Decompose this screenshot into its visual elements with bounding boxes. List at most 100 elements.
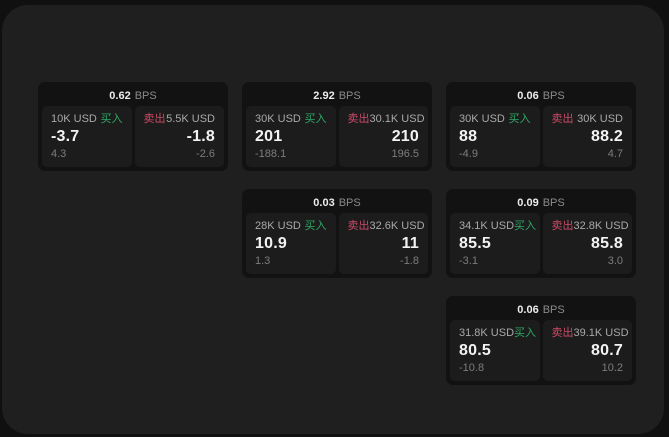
sell-amount: 5.5K USD [166,113,215,125]
buy-top-row: 28K USD 买入 [255,220,327,233]
sell-panel[interactable]: 卖出 39.1K USD 80.7 10.2 [542,320,632,381]
buy-sell-panels: 30K USD 买入 88 -4.9 卖出 30K USD 88.2 4.7 [450,106,632,167]
spread-unit: BPS [134,90,157,102]
buy-amount: 30K USD [459,113,505,125]
sell-panel[interactable]: 卖出 30.1K USD 210 196.5 [338,106,428,167]
buy-amount: 31.8K USD [459,327,515,339]
spread-unit: BPS [338,197,361,209]
sell-price: 85.8 [591,235,623,252]
sell-delta: 196.5 [391,148,419,160]
spread-unit: BPS [338,90,361,102]
sell-side-label: 卖出 [551,327,574,339]
spread-value: 0.06 [517,90,539,102]
buy-price: 80.5 [459,342,491,359]
sell-price: 11 [401,235,419,252]
quote-card: 2.92 BPS 30K USD 买入 201 -188.1 卖出 30.1K … [242,82,432,171]
spread-value: 2.92 [313,90,335,102]
spread-unit: BPS [542,90,565,102]
buy-price: 85.5 [459,235,491,252]
sell-price: 210 [391,128,419,145]
buy-top-row: 10K USD 买入 [51,113,123,126]
buy-top-row: 30K USD 买入 [459,113,531,126]
sell-delta: 4.7 [607,148,623,160]
buy-side-label: 买入 [304,220,327,232]
buy-price: 88 [459,128,478,145]
card-header: 2.92 BPS [246,86,428,106]
sell-amount: 39.1K USD [573,327,629,339]
sell-top-row: 卖出 39.1K USD [551,327,629,340]
buy-panel[interactable]: 30K USD 买入 88 -4.9 [450,106,540,167]
sell-delta: 10.2 [601,362,623,374]
buy-delta: -188.1 [255,148,287,160]
buy-amount: 34.1K USD [459,220,515,232]
buy-delta: 4.3 [51,148,67,160]
buy-side-label: 买入 [514,327,537,339]
buy-price: 201 [255,128,283,145]
buy-amount: 28K USD [255,220,301,232]
sell-price: -1.8 [186,128,215,145]
buy-delta: -4.9 [459,148,478,160]
buy-top-row: 34.1K USD 买入 [459,220,536,233]
sell-amount: 32.8K USD [573,220,629,232]
sell-delta: -2.6 [196,148,215,160]
sell-side-label: 卖出 [551,113,574,125]
sell-amount: 32.6K USD [369,220,425,232]
buy-top-row: 30K USD 买入 [255,113,327,126]
card-header: 0.09 BPS [450,193,632,213]
buy-sell-panels: 10K USD 买入 -3.7 4.3 卖出 5.5K USD -1.8 -2.… [42,106,224,167]
sell-panel[interactable]: 卖出 32.8K USD 85.8 3.0 [542,213,632,274]
sell-panel[interactable]: 卖出 5.5K USD -1.8 -2.6 [134,106,224,167]
sell-delta: 3.0 [607,255,623,267]
buy-price: 10.9 [255,235,287,252]
sell-side-label: 卖出 [347,113,370,125]
spread-value: 0.03 [313,197,335,209]
quote-card: 0.09 BPS 34.1K USD 买入 85.5 -3.1 卖出 32.8K… [446,189,636,278]
buy-panel[interactable]: 31.8K USD 买入 80.5 -10.8 [450,320,540,381]
quote-card: 0.62 BPS 10K USD 买入 -3.7 4.3 卖出 5.5K USD [38,82,228,171]
buy-panel[interactable]: 10K USD 买入 -3.7 4.3 [42,106,132,167]
buy-delta: 1.3 [255,255,271,267]
buy-side-label: 买入 [100,113,123,125]
sell-top-row: 卖出 30K USD [552,113,624,126]
buy-sell-panels: 34.1K USD 买入 85.5 -3.1 卖出 32.8K USD 85.8… [450,213,632,274]
quotes-window: 0.62 BPS 10K USD 买入 -3.7 4.3 卖出 5.5K USD [2,5,664,434]
spread-value: 0.06 [517,304,539,316]
buy-delta: -3.1 [459,255,478,267]
sell-price: 80.7 [591,342,623,359]
buy-panel[interactable]: 30K USD 买入 201 -188.1 [246,106,336,167]
buy-panel[interactable]: 28K USD 买入 10.9 1.3 [246,213,336,274]
sell-side-label: 卖出 [551,220,574,232]
sell-price: 88.2 [591,128,623,145]
quote-card: 0.06 BPS 30K USD 买入 88 -4.9 卖出 30K USD [446,82,636,171]
buy-side-label: 买入 [508,113,531,125]
buy-sell-panels: 30K USD 买入 201 -188.1 卖出 30.1K USD 210 1… [246,106,428,167]
card-header: 0.62 BPS [42,86,224,106]
card-header: 0.06 BPS [450,86,632,106]
sell-panel[interactable]: 卖出 32.6K USD 11 -1.8 [338,213,428,274]
buy-panel[interactable]: 34.1K USD 买入 85.5 -3.1 [450,213,540,274]
quote-cards-grid: 0.62 BPS 10K USD 买入 -3.7 4.3 卖出 5.5K USD [38,82,636,385]
card-header: 0.03 BPS [246,193,428,213]
buy-sell-panels: 31.8K USD 买入 80.5 -10.8 卖出 39.1K USD 80.… [450,320,632,381]
buy-sell-panels: 28K USD 买入 10.9 1.3 卖出 32.6K USD 11 -1.8 [246,213,428,274]
buy-amount: 30K USD [255,113,301,125]
spread-unit: BPS [542,304,565,316]
spread-value: 0.62 [109,90,131,102]
buy-amount: 10K USD [51,113,97,125]
quote-card: 0.03 BPS 28K USD 买入 10.9 1.3 卖出 32.6K US… [242,189,432,278]
sell-top-row: 卖出 32.8K USD [551,220,629,233]
buy-top-row: 31.8K USD 买入 [459,327,536,340]
buy-side-label: 买入 [514,220,537,232]
sell-panel[interactable]: 卖出 30K USD 88.2 4.7 [542,106,632,167]
sell-top-row: 卖出 5.5K USD [144,113,216,126]
buy-price: -3.7 [51,128,80,145]
sell-top-row: 卖出 32.6K USD [347,220,425,233]
sell-delta: -1.8 [400,255,419,267]
sell-side-label: 卖出 [143,113,166,125]
sell-side-label: 卖出 [347,220,370,232]
buy-delta: -10.8 [459,362,485,374]
sell-amount: 30K USD [577,113,623,125]
buy-side-label: 买入 [304,113,327,125]
spread-value: 0.09 [517,197,539,209]
card-header: 0.06 BPS [450,300,632,320]
